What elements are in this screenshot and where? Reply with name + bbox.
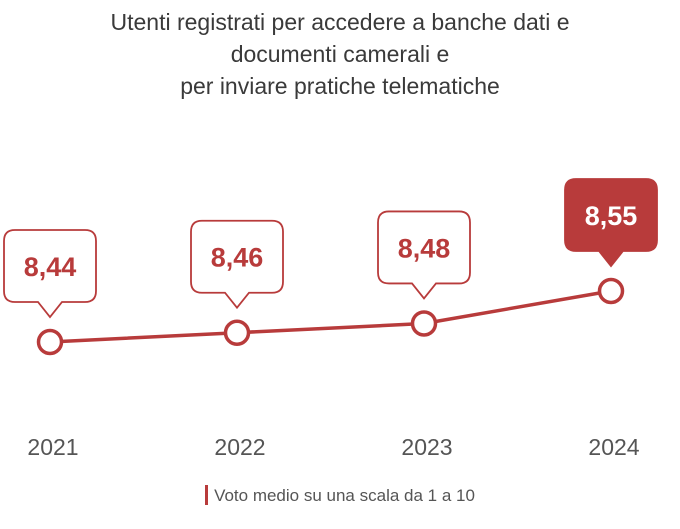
- data-point-2022: [223, 319, 251, 346]
- callout-box-2022: [190, 219, 284, 310]
- callout-box-2021: [3, 229, 97, 319]
- chart-title-line-1: Utenti registrati per accedere a banche …: [110, 9, 570, 35]
- data-label-2021: 8,44: [24, 252, 77, 282]
- data-point-2021: [36, 328, 64, 356]
- data-point-2023: [410, 310, 438, 337]
- callout-box-2024: [564, 178, 658, 268]
- x-tick-label-2021: 2021: [27, 434, 78, 460]
- callout-layer: 8,44 8,46 8,48 8,55: [3, 178, 658, 319]
- data-label-2023: 8,48: [398, 233, 451, 263]
- chart-title-line-3: per inviare pratiche telematiche: [180, 73, 500, 99]
- x-axis-labels: 2021 2022 2023 2024: [27, 434, 639, 460]
- data-point-2024: [597, 277, 625, 305]
- x-tick-label-2023: 2023: [401, 434, 452, 460]
- series-line: [49, 289, 612, 344]
- x-tick-label-2022: 2022: [214, 434, 265, 460]
- x-tick-label-2024: 2024: [588, 434, 639, 460]
- data-label-2024: 8,55: [585, 201, 638, 231]
- data-label-2022: 8,46: [211, 243, 264, 273]
- point-layer: [36, 277, 625, 356]
- legend-label: Voto medio su una scala da 1 a 10: [214, 486, 475, 505]
- legend: Voto medio su una scala da 1 a 10: [0, 485, 680, 506]
- callout-box-2023: [377, 210, 471, 300]
- chart-title-line-2: documenti camerali e: [230, 41, 450, 67]
- chart-title: Utenti registrati per accedere a banche …: [0, 6, 680, 102]
- legend-swatch: [205, 485, 209, 505]
- series-line-layer: [49, 289, 612, 344]
